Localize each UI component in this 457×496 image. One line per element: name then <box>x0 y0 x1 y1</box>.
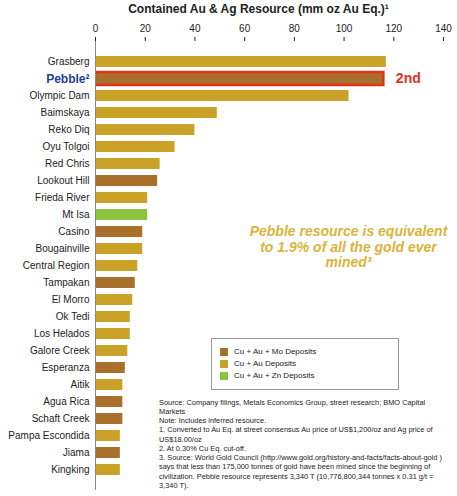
svg-text:Lookout Hill: Lookout Hill <box>37 175 89 186</box>
html-text:1. Converted to Au Eq. at stre: 1. Converted to Au Eq. at street consens… <box>159 425 433 444</box>
html-text:Cu + Au Deposits: Cu + Au Deposits <box>234 358 296 368</box>
svg-text:80: 80 <box>289 23 301 34</box>
svg-text:60: 60 <box>239 23 251 34</box>
svg-text:0: 0 <box>93 23 99 34</box>
svg-text:Galore Creek: Galore Creek <box>30 345 90 356</box>
svg-text:Esperanza: Esperanza <box>42 362 90 373</box>
svg-text:Baimskaya: Baimskaya <box>41 107 90 118</box>
svg-text:Grasberg: Grasberg <box>48 56 90 67</box>
svg-text:Jiama: Jiama <box>63 447 90 458</box>
svg-text:2nd: 2nd <box>396 70 421 86</box>
svg-text:Mt Isa: Mt Isa <box>62 209 90 220</box>
svg-text:Bougainville: Bougainville <box>36 243 90 254</box>
svg-text:Ok Tedi: Ok Tedi <box>56 311 90 322</box>
svg-text:20: 20 <box>140 23 152 34</box>
svg-text:40: 40 <box>189 23 201 34</box>
svg-text:Agua Rica: Agua Rica <box>43 396 90 407</box>
svg-text:Pampa Escondida: Pampa Escondida <box>8 430 90 441</box>
svg-text:Reko Diq: Reko Diq <box>48 124 89 135</box>
svg-text:Red Chris: Red Chris <box>45 158 89 169</box>
svg-text:Kingking: Kingking <box>51 464 89 475</box>
html-text:Note: Includes inferred resour: Note: Includes inferred resource. <box>159 416 267 425</box>
svg-text:Oyu Tolgoi: Oyu Tolgoi <box>42 141 89 152</box>
svg-text:Casino: Casino <box>58 226 90 237</box>
svg-text:Schaft Creek: Schaft Creek <box>32 413 91 424</box>
html-text:Source: Company filings, Metal: Source: Company filings, Metals Economic… <box>159 397 426 416</box>
html-text:Cu + Au + Mo Deposits: Cu + Au + Mo Deposits <box>234 346 317 356</box>
svg-text:Pebble resource is equivalentt: Pebble resource is equivalentto 1.9% of … <box>250 223 449 270</box>
html-text:3. Source: World Gold Council: 3. Source: World Gold Council (http://ww… <box>159 453 442 490</box>
svg-text:El Morro: El Morro <box>52 294 90 305</box>
svg-text:Pebble²: Pebble² <box>46 72 89 86</box>
svg-text:Olympic Dam: Olympic Dam <box>29 90 89 101</box>
svg-text:Tampakan: Tampakan <box>43 277 89 288</box>
html-text:Cu + Au + Zn Deposits: Cu + Au + Zn Deposits <box>234 370 315 380</box>
svg-text:Aitik: Aitik <box>71 379 91 390</box>
svg-text:100: 100 <box>336 23 353 34</box>
svg-text:120: 120 <box>385 23 402 34</box>
svg-text:Central Region: Central Region <box>23 260 90 271</box>
svg-text:Los Helados: Los Helados <box>34 328 90 339</box>
svg-text:Frieda River: Frieda River <box>35 192 90 203</box>
html-text:Contained Au & Ag Resource (mm: Contained Au & Ag Resource (mm oz Au Eq.… <box>128 2 389 16</box>
svg-text:140: 140 <box>435 23 452 34</box>
html-text:2. At 0.30% Cu Eq. cut-off.: 2. At 0.30% Cu Eq. cut-off. <box>159 443 246 453</box>
